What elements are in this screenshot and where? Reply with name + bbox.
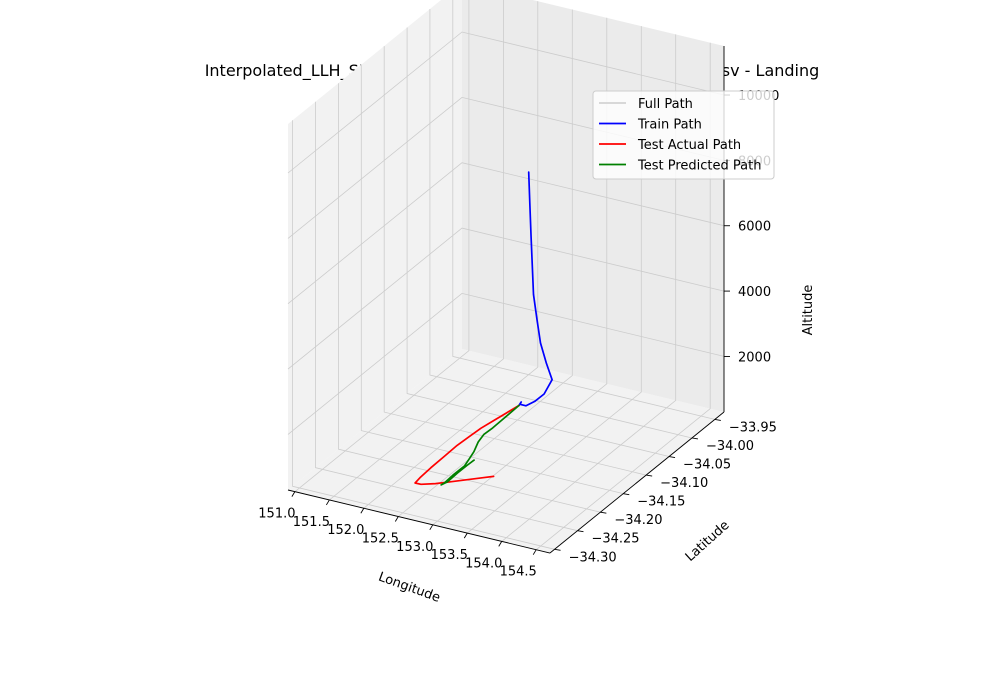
x-tick bbox=[291, 491, 296, 497]
x-tick-label: 153.0 bbox=[396, 540, 433, 555]
grid-line-y bbox=[315, 101, 578, 532]
y-tick bbox=[668, 456, 676, 458]
series-lines bbox=[414, 171, 553, 486]
legend-label-test-predicted-path: Test Predicted Path bbox=[637, 159, 761, 174]
y-tick bbox=[577, 530, 584, 533]
x-tick bbox=[463, 532, 468, 539]
y-tick-label: −33.95 bbox=[729, 420, 777, 435]
x-tick-label: 151.0 bbox=[258, 507, 295, 522]
x-tick bbox=[394, 516, 399, 522]
y-tick-label: −34.00 bbox=[706, 439, 754, 454]
z-tick-label: 2000 bbox=[738, 350, 771, 365]
series-test-predicted-path bbox=[440, 404, 520, 486]
y-tick-label: −34.10 bbox=[660, 476, 708, 491]
grid-line-y bbox=[360, 64, 624, 494]
grid-line-z bbox=[287, 31, 725, 174]
x-tick bbox=[325, 499, 330, 506]
legend-label-test-actual-path: Test Actual Path bbox=[637, 138, 741, 153]
y-tick-label: −34.25 bbox=[591, 532, 639, 547]
grid-line-y bbox=[452, 0, 715, 420]
grid-line-y bbox=[383, 46, 647, 476]
grid-line-z bbox=[287, 292, 725, 435]
y-axis-title: Latitude bbox=[683, 518, 733, 565]
grid-line-y bbox=[406, 27, 670, 457]
y-tick-label: −34.30 bbox=[569, 550, 617, 565]
left-pane bbox=[288, 0, 462, 490]
x-tick-label: 154.5 bbox=[500, 565, 537, 580]
x-tick-label: 151.5 bbox=[293, 515, 330, 530]
grid-line-y bbox=[429, 9, 692, 439]
grid-line-y bbox=[292, 120, 555, 550]
x-tick bbox=[429, 524, 434, 531]
y-tick bbox=[554, 548, 561, 551]
z-tick-label: 6000 bbox=[738, 220, 771, 235]
grid-line-z bbox=[287, 162, 725, 305]
z-axis-title: Altitude bbox=[801, 285, 816, 336]
x-tick bbox=[532, 549, 537, 555]
y-tick bbox=[646, 474, 653, 477]
floor-pane bbox=[288, 349, 724, 553]
x-tick bbox=[498, 541, 503, 547]
y-axis-line bbox=[549, 411, 725, 554]
x-axis-title: Longitude bbox=[376, 570, 442, 606]
back-pane bbox=[462, 0, 724, 412]
y-tick-label: −34.20 bbox=[614, 513, 662, 528]
y-tick-label: −34.05 bbox=[683, 458, 731, 473]
y-tick bbox=[691, 437, 699, 440]
grid-line-x bbox=[363, 1, 539, 509]
legend-box bbox=[592, 90, 775, 180]
x-tick-label: 153.5 bbox=[431, 548, 468, 563]
y-tick bbox=[714, 418, 721, 421]
grid-line-y bbox=[337, 83, 601, 513]
legend: Full Path Train Path Test Actual Path Test … bbox=[592, 90, 775, 180]
x-tick-label: 154.0 bbox=[465, 556, 502, 571]
x-tick-label: 152.0 bbox=[327, 523, 364, 538]
y-tick bbox=[600, 511, 607, 514]
legend-label-train-path: Train Path bbox=[637, 118, 702, 133]
grid-line-z bbox=[287, 227, 725, 370]
z-tick-label: 4000 bbox=[738, 285, 771, 300]
axis-panes bbox=[288, 0, 724, 553]
grid-line-x bbox=[329, 0, 504, 501]
y-tick-label: −34.15 bbox=[637, 495, 685, 510]
x-tick bbox=[360, 508, 365, 514]
grid-line-x bbox=[294, 0, 470, 493]
grid-line-x bbox=[398, 9, 573, 517]
series-train-path bbox=[518, 171, 553, 407]
x-tick-label: 152.5 bbox=[362, 532, 399, 547]
legend-label-full-path: Full Path bbox=[638, 97, 693, 112]
y-tick bbox=[623, 493, 630, 496]
x-axis-line bbox=[287, 489, 551, 554]
series-test-actual-path bbox=[414, 404, 520, 486]
